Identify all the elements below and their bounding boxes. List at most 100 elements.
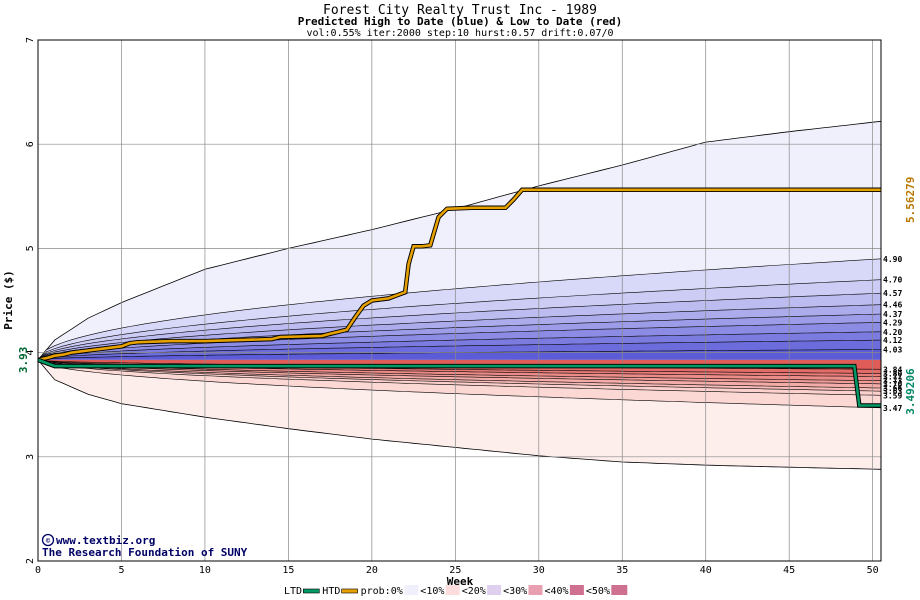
high-band xyxy=(38,322,881,360)
level-label: 3.66 xyxy=(883,384,902,393)
high-band xyxy=(38,314,881,360)
level-label: 4.03 xyxy=(883,345,902,354)
x-tick-label: 20 xyxy=(366,565,378,576)
x-tick-label: 0 xyxy=(35,565,41,576)
x-tick-label: 15 xyxy=(282,565,294,576)
legend-swatch-10 xyxy=(445,585,460,595)
level-label: 3.47 xyxy=(883,404,902,413)
x-tick-label: 40 xyxy=(700,565,712,576)
low-band xyxy=(38,359,881,408)
ltd-line xyxy=(37,358,881,407)
level-label: 4.57 xyxy=(883,289,902,298)
low-band xyxy=(38,359,881,388)
legend-swatch-ltd xyxy=(302,588,320,594)
credits: © www.textbiz.org The Research Foundatio… xyxy=(41,533,248,559)
high-level-line xyxy=(37,322,882,361)
y-tick-labels: 2 3 4 5 6 7 xyxy=(25,37,36,564)
x-axis-label: Week xyxy=(447,575,474,588)
level-label: 4.20 xyxy=(883,328,902,337)
low-band xyxy=(38,359,881,392)
y-tick-label: 5 xyxy=(25,245,36,251)
high-level-line xyxy=(37,331,882,361)
high-band xyxy=(38,304,881,360)
legend-label-30: <30% xyxy=(503,586,527,597)
low-level-line xyxy=(37,359,882,392)
start-price-label: 3.93 xyxy=(17,347,30,374)
y-axis-label: Price ($) xyxy=(2,270,15,330)
credit-url: www.textbiz.org xyxy=(56,534,155,547)
level-label: 3.77 xyxy=(883,373,902,382)
level-label: 4.37 xyxy=(883,310,902,319)
lower-envelope-line xyxy=(37,359,882,470)
grid xyxy=(38,40,881,561)
high-band xyxy=(38,340,881,360)
level-label: 3.70 xyxy=(883,380,902,389)
legend-label-20: <20% xyxy=(462,586,486,597)
high-level-line xyxy=(37,304,882,361)
level-label: 4.46 xyxy=(883,301,902,310)
legend-swatch-30 xyxy=(528,585,543,595)
low-level-line xyxy=(37,359,882,396)
x-tick-label: 30 xyxy=(533,565,545,576)
level-label: 3.80 xyxy=(883,369,902,378)
x-tick-label: 50 xyxy=(867,565,879,576)
low-level-line xyxy=(37,359,882,381)
high-level-line xyxy=(37,258,882,361)
x-tick-label: 45 xyxy=(783,565,795,576)
y-tick-label: 7 xyxy=(25,37,36,43)
x-tick-label: 10 xyxy=(199,565,211,576)
series-lines xyxy=(37,187,881,408)
x-tick-label: 5 xyxy=(118,565,124,576)
level-label: 3.73 xyxy=(883,377,902,386)
level-label: 4.90 xyxy=(883,255,902,264)
level-label: 3.63 xyxy=(883,387,902,396)
x-tick-label: 25 xyxy=(449,565,461,576)
legend-label-htd: HTD xyxy=(322,586,340,597)
y-tick-label: 4 xyxy=(25,350,36,356)
legend-label-50: <50% xyxy=(586,586,610,597)
chart-title: Forest City Realty Trust Inc - 1989 xyxy=(323,3,597,18)
low-band xyxy=(38,359,881,396)
level-label: 3.59 xyxy=(883,391,902,400)
high-level-line xyxy=(37,279,882,361)
legend-swatch-htd xyxy=(341,588,358,594)
level-label: 3.84 xyxy=(883,365,902,374)
low-band xyxy=(38,359,881,381)
high-band xyxy=(38,349,881,360)
legend-swatch-40 xyxy=(569,585,584,595)
high-band xyxy=(38,293,881,360)
htd-final-label: 5.56279 xyxy=(904,177,917,223)
plot-border xyxy=(37,39,882,562)
copyright-symbol: © xyxy=(46,537,51,545)
level-label: 4.29 xyxy=(883,318,902,327)
chart-params: vol:0.55% iter:2000 step:10 hurst:0.57 d… xyxy=(306,28,613,39)
htd-line xyxy=(37,188,881,362)
y-tick-label: 2 xyxy=(25,558,36,564)
legend-label-prob0: prob:0% xyxy=(361,586,403,597)
low-level-line xyxy=(37,359,882,385)
level-label: 4.12 xyxy=(883,336,902,345)
legend-label-40: <40% xyxy=(545,586,569,597)
credit-org: The Research Foundation of SUNY xyxy=(42,546,248,559)
ltd-final-label: 3.49206 xyxy=(904,368,917,415)
high-band xyxy=(38,258,881,360)
chart-subtitle: Predicted High to Date (blue) & Low to D… xyxy=(298,15,623,28)
level-labels: 4.90 4.70 4.57 4.464.374.294.204.124.03 3.84… xyxy=(883,255,902,413)
high-level-line xyxy=(37,339,882,361)
level-label: 4.70 xyxy=(883,276,902,285)
legend: LTD HTD prob:0% <10% <20% <30% <40% <50% xyxy=(284,585,628,597)
low-level-line xyxy=(37,359,882,389)
legend-label-10: <10% xyxy=(420,586,444,597)
copyright-icon xyxy=(41,533,55,547)
y-tick-label: 6 xyxy=(25,141,36,147)
legend-swatch-50 xyxy=(611,585,628,595)
low-level-line xyxy=(37,359,882,409)
low-band xyxy=(38,359,881,377)
high-level-line xyxy=(37,292,882,361)
legend-label-ltd: LTD xyxy=(284,586,302,597)
legend-swatch-prob0 xyxy=(404,585,419,595)
high-band xyxy=(38,279,881,360)
probability-bands xyxy=(37,258,882,409)
x-tick-label: 35 xyxy=(616,565,628,576)
